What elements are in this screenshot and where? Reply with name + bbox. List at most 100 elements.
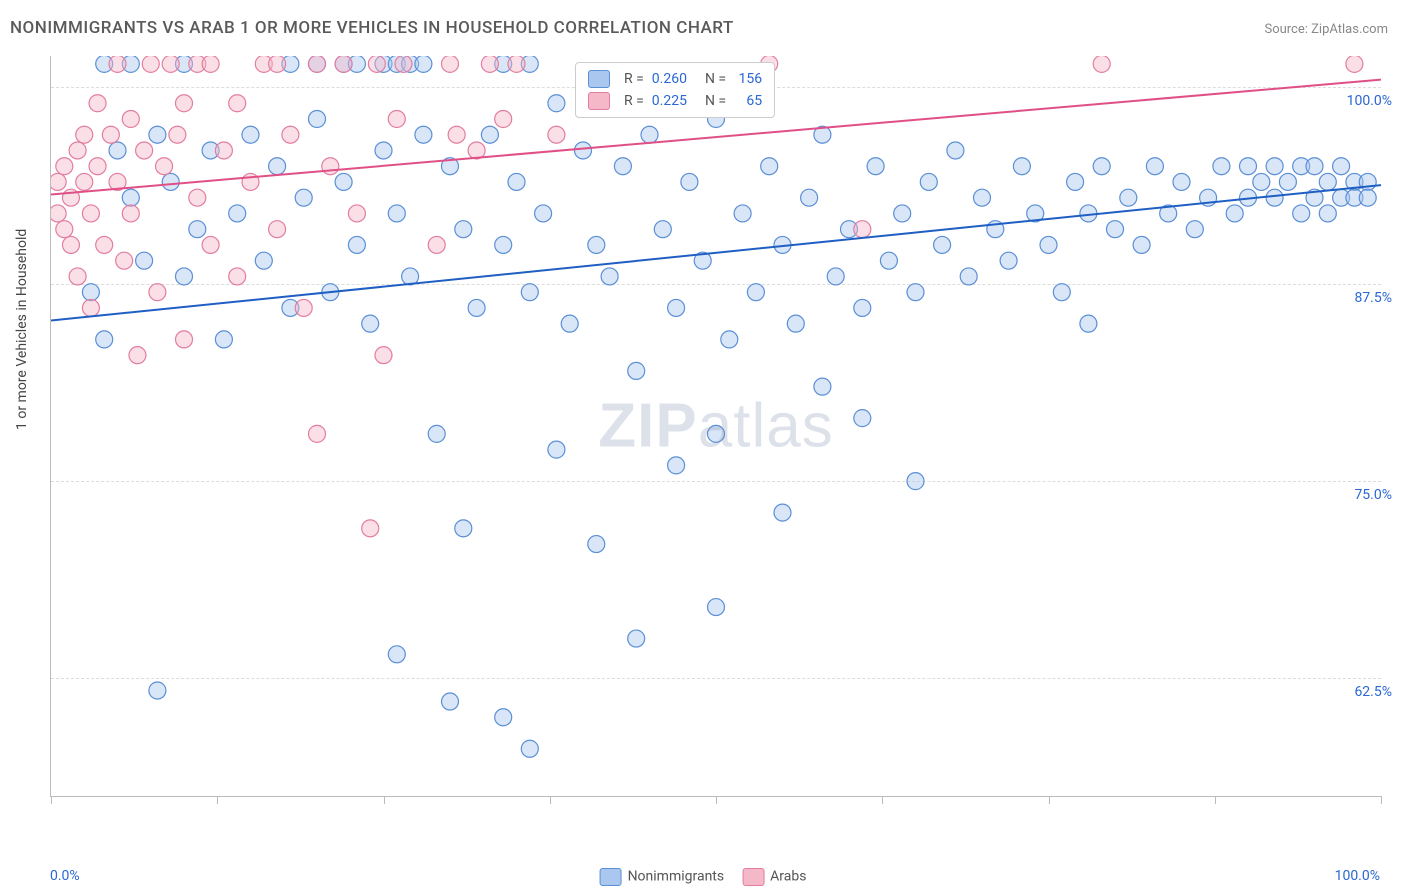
data-point-nonimmigrants <box>774 504 791 521</box>
data-point-arabs <box>495 110 512 127</box>
data-point-nonimmigrants <box>375 142 392 159</box>
data-point-arabs <box>362 520 379 537</box>
data-point-nonimmigrants <box>575 142 592 159</box>
data-point-arabs <box>89 95 106 112</box>
data-point-nonimmigrants <box>348 236 365 253</box>
data-point-nonimmigrants <box>388 646 405 663</box>
data-point-nonimmigrants <box>1266 189 1283 206</box>
data-point-nonimmigrants <box>1093 158 1110 175</box>
chart-title: NONIMMIGRANTS VS ARAB 1 OR MORE VEHICLES… <box>10 18 734 38</box>
data-point-arabs <box>1093 56 1110 72</box>
data-point-nonimmigrants <box>641 126 658 143</box>
data-point-nonimmigrants <box>109 142 126 159</box>
data-point-nonimmigrants <box>854 410 871 427</box>
data-point-nonimmigrants <box>495 709 512 726</box>
legend-swatch-arabs <box>588 92 610 110</box>
data-point-nonimmigrants <box>548 441 565 458</box>
data-point-nonimmigrants <box>854 299 871 316</box>
data-point-nonimmigrants <box>415 56 432 72</box>
data-point-arabs <box>348 205 365 222</box>
data-point-nonimmigrants <box>1293 205 1310 222</box>
data-point-nonimmigrants <box>827 268 844 285</box>
legend-swatch-arabs <box>742 868 764 886</box>
data-point-nonimmigrants <box>1040 236 1057 253</box>
data-point-arabs <box>189 189 206 206</box>
data-point-nonimmigrants <box>801 189 818 206</box>
data-point-nonimmigrants <box>1279 173 1296 190</box>
data-point-nonimmigrants <box>1000 252 1017 269</box>
data-point-nonimmigrants <box>1240 158 1257 175</box>
data-point-nonimmigrants <box>362 315 379 332</box>
data-point-arabs <box>56 221 73 238</box>
data-point-nonimmigrants <box>1053 284 1070 301</box>
data-point-nonimmigrants <box>508 173 525 190</box>
data-point-nonimmigrants <box>934 236 951 253</box>
legend-item-arabs: Arabs <box>742 868 806 886</box>
data-point-nonimmigrants <box>295 189 312 206</box>
data-point-nonimmigrants <box>668 457 685 474</box>
data-point-nonimmigrants <box>428 425 445 442</box>
data-point-arabs <box>368 56 385 72</box>
data-point-nonimmigrants <box>388 205 405 222</box>
data-point-arabs <box>202 56 219 72</box>
chart-plot-area: ZIPatlas R = 0.260N = 156R = 0.225N = 65 <box>50 56 1381 797</box>
source-link[interactable]: ZipAtlas.com <box>1311 22 1388 37</box>
data-point-arabs <box>82 299 99 316</box>
data-point-nonimmigrants <box>1186 221 1203 238</box>
data-point-arabs <box>82 205 99 222</box>
data-point-arabs <box>51 205 66 222</box>
data-point-nonimmigrants <box>1080 315 1097 332</box>
data-point-nonimmigrants <box>814 378 831 395</box>
data-point-arabs <box>269 221 286 238</box>
legend-swatch-nonimmigrants <box>588 70 610 88</box>
data-point-arabs <box>322 158 339 175</box>
data-point-nonimmigrants <box>747 284 764 301</box>
data-point-arabs <box>76 126 93 143</box>
data-point-nonimmigrants <box>1306 158 1323 175</box>
data-point-arabs <box>442 56 459 72</box>
data-point-arabs <box>269 56 286 72</box>
data-point-arabs <box>202 236 219 253</box>
data-point-arabs <box>1346 56 1363 72</box>
data-point-nonimmigrants <box>787 315 804 332</box>
r-label: R = <box>624 93 644 109</box>
data-point-nonimmigrants <box>82 284 99 301</box>
data-point-nonimmigrants <box>415 126 432 143</box>
data-point-nonimmigrants <box>708 425 725 442</box>
data-point-nonimmigrants <box>561 315 578 332</box>
data-point-nonimmigrants <box>229 205 246 222</box>
x-tick <box>1049 796 1050 804</box>
data-point-nonimmigrants <box>628 362 645 379</box>
data-point-arabs <box>508 56 525 72</box>
data-point-nonimmigrants <box>1146 158 1163 175</box>
data-point-nonimmigrants <box>920 173 937 190</box>
data-point-arabs <box>109 56 126 72</box>
legend-swatch-nonimmigrants <box>600 868 622 886</box>
n-value: 65 <box>734 93 762 109</box>
data-point-arabs <box>69 268 86 285</box>
data-point-nonimmigrants <box>907 473 924 490</box>
legend-label-arabs: Arabs <box>770 869 806 885</box>
source-attribution: Source: ZipAtlas.com <box>1264 22 1388 37</box>
data-point-arabs <box>395 56 412 72</box>
data-point-arabs <box>176 331 193 348</box>
data-point-nonimmigrants <box>588 536 605 553</box>
data-point-nonimmigrants <box>242 126 259 143</box>
data-point-arabs <box>96 236 113 253</box>
data-point-nonimmigrants <box>149 682 166 699</box>
data-point-arabs <box>428 236 445 253</box>
data-point-nonimmigrants <box>867 158 884 175</box>
legend-label-nonimmigrants: Nonimmigrants <box>628 869 725 885</box>
r-label: R = <box>624 71 644 87</box>
data-point-arabs <box>335 56 352 72</box>
data-point-nonimmigrants <box>601 268 618 285</box>
data-point-arabs <box>309 425 326 442</box>
n-label: N = <box>705 93 726 109</box>
data-point-nonimmigrants <box>468 299 485 316</box>
data-point-arabs <box>215 142 232 159</box>
data-point-nonimmigrants <box>681 173 698 190</box>
data-point-nonimmigrants <box>535 205 552 222</box>
data-point-nonimmigrants <box>880 252 897 269</box>
data-point-arabs <box>142 56 159 72</box>
data-point-arabs <box>122 205 139 222</box>
